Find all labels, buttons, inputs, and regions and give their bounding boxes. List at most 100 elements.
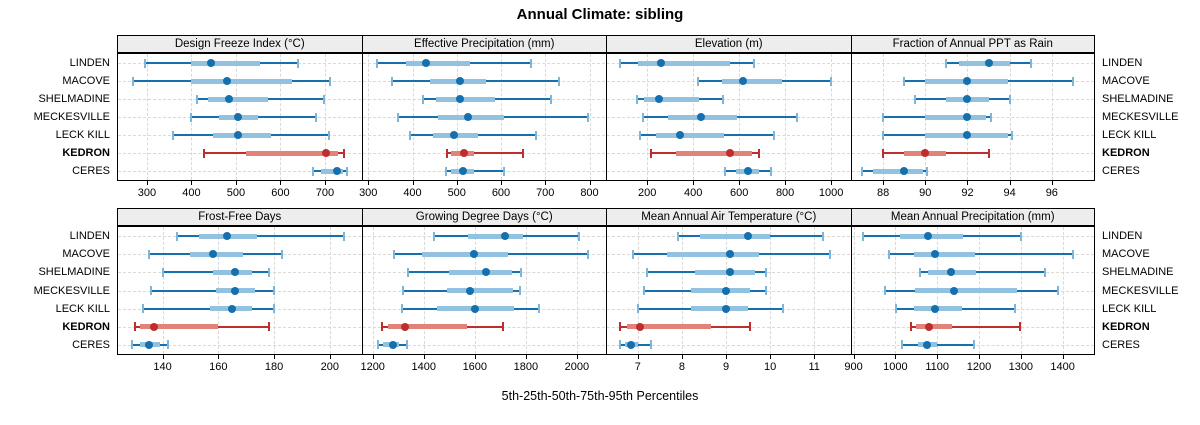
axis-tick-label: 400 [182,187,201,199]
median-dot [463,113,472,121]
axis-tick-label: 140 [153,361,172,373]
percentile-band [695,269,755,275]
median-dot [234,113,243,121]
percentile-band [656,132,724,138]
axis-tick-label: 800 [775,187,795,199]
axis-tick-label: 11 [808,361,820,373]
median-dot [207,59,216,67]
axis-tick-label: 7 [634,361,641,373]
whisker-cap-high [329,76,332,86]
whisker-line [176,235,344,238]
whisker-cap-high [167,340,170,350]
whisker-cap-high [297,58,300,68]
whisker-cap-low [409,130,412,140]
median-dot [231,268,240,277]
whisker-cap-high [764,267,767,277]
whisker-cap-low [446,148,449,158]
panel [606,53,852,181]
whisker-cap-low [619,340,622,350]
median-dot [963,95,972,103]
axis-tick [191,181,193,185]
axis-tick-label: 200 [320,361,339,373]
whisker-cap-low [133,322,136,332]
axis-tick-label: 1200 [360,361,385,373]
axis-tick-label: 8 [678,361,686,373]
site-label-right: LINDEN [1102,230,1143,243]
panel-strip: Fraction of Annual PPT as Rain [850,35,1095,53]
axis-tick [681,355,683,359]
whisker-cap-high [650,340,653,350]
axis-tick-label: 200 [638,187,657,199]
whisker-cap-high [1019,231,1022,241]
axis-tick-label: 1000 [883,361,908,373]
site-label-right: LECK KILL [1102,129,1157,141]
whisker-cap-low [391,76,394,86]
axis-tick [853,355,855,359]
median-dot [150,322,159,331]
whisker-cap-high [1072,249,1075,259]
axis-tick-label: 400 [403,187,422,199]
percentile-band [388,324,468,330]
percentile-band [690,288,751,293]
whisker-cap-high [1044,267,1047,277]
axis-tick-label: 1800 [513,361,539,373]
site-label-right: LINDEN [1102,57,1143,69]
site-label-left: CERES [72,165,110,177]
panel [361,226,607,355]
row-guide [362,344,605,346]
whisker-cap-low [641,112,644,122]
whisker-cap-low [861,231,864,241]
x-axis-caption: 5th-25th-50th-75th-95th Percentiles [501,389,699,403]
panel [361,53,607,181]
median-dot [223,77,231,85]
percentile-band [959,60,1010,66]
site-label-left: MECKESVILLE [33,111,110,123]
site-label-left: LINDEN [69,230,110,243]
row-guide [607,99,850,100]
whisker-cap-high [549,94,552,104]
median-dot [963,131,972,139]
whisker-cap-low [676,231,679,241]
site-label-left: MACOVE [62,248,110,261]
median-dot [456,95,465,103]
whisker-cap-high [406,340,409,350]
axis-tick [895,355,897,359]
whisker-cap-low [882,112,885,122]
whisker-cap-high [530,58,533,68]
median-dot [627,340,636,349]
axis-tick [925,181,927,185]
axis-tick [146,181,148,185]
whisker-cap-low [402,286,405,295]
axis-tick [647,181,649,185]
median-dot [389,340,398,349]
median-dot [470,304,479,313]
axis-tick-label: 500 [226,187,246,199]
whisker-cap-low [376,58,379,68]
axis-tick-label: 600 [729,187,749,199]
whisker-cap-high [502,322,505,332]
axis-tick [814,355,816,359]
whisker-cap-low [918,267,921,277]
median-dot [456,77,465,85]
whisker-cap-high [989,112,992,122]
whisker-line [447,152,524,154]
whisker-cap-high [758,148,761,158]
panel-strip: Mean Annual Precipitation (mm) [850,208,1095,226]
site-label-left: CERES [72,338,110,351]
percentile-band [699,233,771,239]
whisker-cap-high [587,249,590,259]
median-dot [725,149,734,157]
median-dot [657,59,666,67]
whisker-cap-high [343,148,346,158]
whisker-cap-high [1008,94,1011,104]
chart-title: Annual Climate: sibling [516,6,684,23]
whisker-cap-low [147,249,150,259]
percentile-band [405,60,471,66]
whisker-cap-low [882,130,885,140]
axis-tick [235,181,237,185]
axis-tick-label: 9 [722,361,730,373]
panel [117,226,363,355]
median-dot [636,322,645,331]
panel-strip: Mean Annual Air Temperature (°C) [606,208,852,226]
median-dot [459,167,468,175]
